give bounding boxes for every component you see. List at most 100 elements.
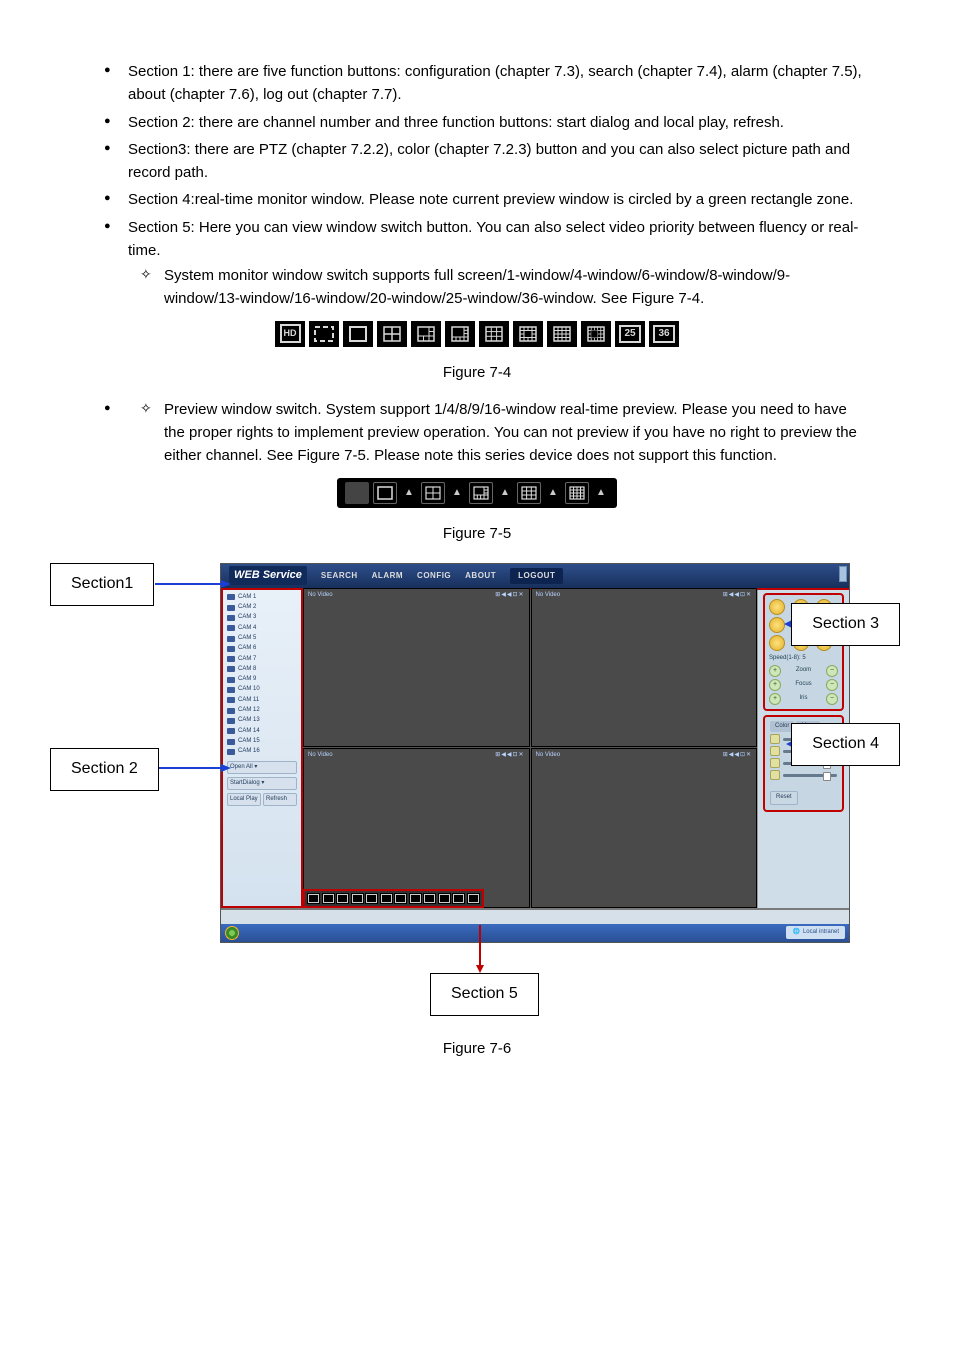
- window-switch-9[interactable]: [438, 893, 451, 904]
- icon-4window[interactable]: [377, 321, 407, 347]
- cam-label: CAM 4: [238, 624, 256, 633]
- preview-16[interactable]: [565, 482, 589, 504]
- icon-fullscreen[interactable]: [309, 321, 339, 347]
- focus-plus[interactable]: +: [769, 679, 781, 691]
- preview-9[interactable]: [517, 482, 541, 504]
- video-tile-2[interactable]: No Video ⊞◀◀⊡✕: [531, 588, 758, 748]
- window-switch-3[interactable]: [351, 893, 364, 904]
- preview-1[interactable]: [373, 482, 397, 504]
- nav-about[interactable]: ABOUT: [465, 570, 496, 582]
- window-switch-8[interactable]: [423, 893, 436, 904]
- preview-8[interactable]: [469, 482, 493, 504]
- icon-36window[interactable]: 36: [649, 321, 679, 347]
- hue-slider[interactable]: [783, 774, 837, 777]
- cam-item[interactable]: CAM 8: [227, 665, 297, 674]
- section2-label: Section 2: [50, 748, 159, 791]
- cam-label: CAM 1: [238, 593, 256, 602]
- figure-7-5-label: Figure 7-5: [90, 522, 864, 545]
- icon-16window[interactable]: [547, 321, 577, 347]
- figure-7-4-label: Figure 7-4: [90, 361, 864, 384]
- icon-1window[interactable]: [343, 321, 373, 347]
- icon-8window[interactable]: [445, 321, 475, 347]
- cam-item[interactable]: CAM 1: [227, 593, 297, 602]
- cam-item[interactable]: CAM 14: [227, 727, 297, 736]
- ptz-upleft[interactable]: [769, 599, 785, 615]
- window-switch-0[interactable]: [307, 893, 320, 904]
- cam-label: CAM 5: [238, 634, 256, 643]
- video-tile-3[interactable]: No Video ⊞◀◀⊡✕: [303, 748, 530, 908]
- cam-item[interactable]: CAM 13: [227, 716, 297, 725]
- chevron-3[interactable]: ▲: [497, 482, 513, 504]
- chevron-1[interactable]: ▲: [401, 482, 417, 504]
- window-switch-1[interactable]: [322, 893, 335, 904]
- cam-item[interactable]: CAM 5: [227, 634, 297, 643]
- nav-config[interactable]: CONFIG: [417, 570, 451, 582]
- cam-item[interactable]: CAM 15: [227, 737, 297, 746]
- chevron-5[interactable]: ▲: [593, 482, 609, 504]
- figure-7-4-iconbar: HD 25 36: [90, 321, 864, 347]
- cam-icon: [227, 646, 235, 652]
- video-tile-4[interactable]: No Video ⊞◀◀⊡✕: [531, 748, 758, 908]
- preview-4[interactable]: [421, 482, 445, 504]
- window-switch-11[interactable]: [467, 893, 480, 904]
- nav-search[interactable]: SEARCH: [321, 570, 358, 582]
- cam-icon: [227, 615, 235, 621]
- cam-icon: [227, 636, 235, 642]
- zoom-plus[interactable]: +: [769, 665, 781, 677]
- cam-item[interactable]: CAM 11: [227, 696, 297, 705]
- cam-item[interactable]: CAM 16: [227, 747, 297, 756]
- cam-item[interactable]: CAM 2: [227, 603, 297, 612]
- chevron-4[interactable]: ▲: [545, 482, 561, 504]
- cam-item[interactable]: CAM 12: [227, 706, 297, 715]
- figure-7-5-bar-wrap: ▲ ▲ ▲ ▲ ▲: [90, 478, 864, 508]
- icon-20window[interactable]: [581, 321, 611, 347]
- ptz-speed: Speed(1-8): 5: [769, 654, 838, 663]
- icon-hd[interactable]: HD: [275, 321, 305, 347]
- window-switch-10[interactable]: [452, 893, 465, 904]
- icon-13window[interactable]: [513, 321, 543, 347]
- cam-item[interactable]: CAM 7: [227, 655, 297, 664]
- icon-9window[interactable]: [479, 321, 509, 347]
- ptz-left[interactable]: [769, 617, 785, 633]
- nav-alarm[interactable]: ALARM: [372, 570, 403, 582]
- scrollbar[interactable]: [839, 566, 847, 582]
- chevron-2[interactable]: ▲: [449, 482, 465, 504]
- cam-item[interactable]: CAM 10: [227, 685, 297, 694]
- nav-logout[interactable]: LOGOUT: [510, 568, 563, 584]
- cam-icon: [227, 739, 235, 745]
- taskbar: 🌐 Local intranet: [221, 924, 849, 942]
- video-tile-icons[interactable]: ⊞◀◀⊡✕: [495, 751, 524, 760]
- ptz-downleft[interactable]: [769, 635, 785, 651]
- window-switch-5[interactable]: [380, 893, 393, 904]
- start-icon[interactable]: [225, 926, 239, 940]
- video-tile-icons[interactable]: ⊞◀◀⊡✕: [723, 751, 752, 760]
- local-play-button[interactable]: Local Play: [227, 793, 261, 806]
- video-tile-1[interactable]: No Video ⊞◀◀⊡✕: [303, 588, 530, 748]
- focus-minus[interactable]: −: [826, 679, 838, 691]
- icon-25window[interactable]: 25: [615, 321, 645, 347]
- cam-item[interactable]: CAM 9: [227, 675, 297, 684]
- cam-item[interactable]: CAM 6: [227, 644, 297, 653]
- icon-6window[interactable]: [411, 321, 441, 347]
- contrast-icon: [770, 746, 780, 756]
- window-switch-4[interactable]: [365, 893, 378, 904]
- cam-item[interactable]: CAM 3: [227, 613, 297, 622]
- iris-minus[interactable]: −: [826, 693, 838, 705]
- tray: 🌐 Local intranet: [786, 926, 845, 939]
- reset-button[interactable]: Reset: [770, 791, 798, 804]
- cam-item[interactable]: CAM 4: [227, 624, 297, 633]
- cam-list: CAM 1CAM 2CAM 3 CAM 4CAM 5CAM 6 CAM 7CAM 8…: [227, 593, 297, 758]
- video-tile-icons[interactable]: ⊞◀◀⊡✕: [723, 591, 752, 600]
- window-switch-6[interactable]: [394, 893, 407, 904]
- zoom-minus[interactable]: −: [826, 665, 838, 677]
- cam-icon: [227, 625, 235, 631]
- start-dialog-button[interactable]: StartDialog ▾: [227, 777, 297, 790]
- iris-plus[interactable]: +: [769, 693, 781, 705]
- window-switch-2[interactable]: [336, 893, 349, 904]
- cam-label: CAM 2: [238, 603, 256, 612]
- refresh-button[interactable]: Refresh: [263, 793, 297, 806]
- cam-icon: [227, 656, 235, 662]
- open-all-button[interactable]: Open All ▾: [227, 761, 297, 774]
- video-tile-icons[interactable]: ⊞◀◀⊡✕: [495, 591, 524, 600]
- window-switch-7[interactable]: [409, 893, 422, 904]
